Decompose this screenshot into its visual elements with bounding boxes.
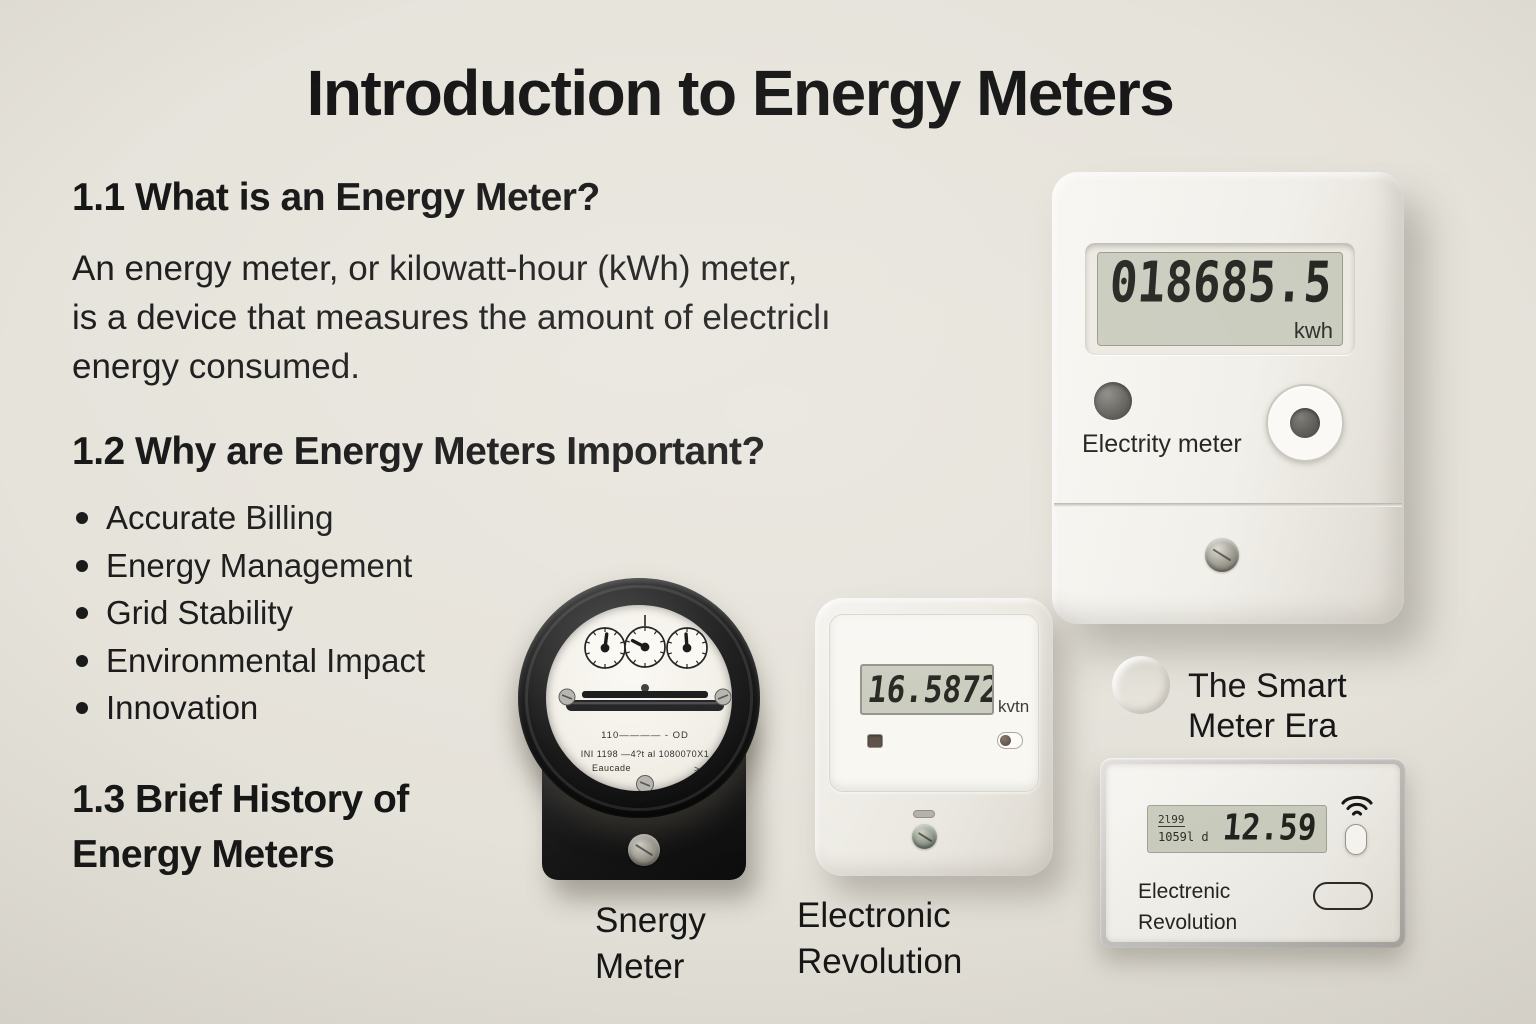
register-dial-2 [624, 615, 666, 668]
caption-line-2: Meter [595, 947, 685, 986]
analog-meter-dial-face: 110———— - OD INI 1198 —4?t al 1080070X1 … [546, 605, 732, 791]
dial-needle [630, 638, 650, 652]
caption-line-1: Electronic [797, 896, 951, 935]
nameplate-mark: > [694, 764, 699, 774]
list-item: Accurate Billing [70, 494, 425, 542]
lcd-screen: 018685.5 kwh [1097, 252, 1343, 346]
heading-line-2: Energy Meters [72, 833, 335, 876]
wifi-icon [1341, 795, 1373, 816]
unit-label: kvtn [998, 697, 1030, 716]
section-1-1-body: An energy meter, or kilowatt-hour (kWh) … [72, 244, 831, 391]
disc-slot-lower [566, 700, 724, 711]
meter-reading: 16.5872 [865, 668, 994, 712]
electronic-meter: 16.5872 kvtn [815, 598, 1053, 876]
smart-meter-era-caption: The Smart Meter Era [1188, 666, 1347, 746]
button-dot [1290, 408, 1320, 438]
indicator-dot [1000, 735, 1011, 746]
kwh-unit-label: kwh [1293, 318, 1333, 343]
section-1-1-heading: 1.1 What is an Energy Meter? [72, 176, 600, 219]
embossed-circle-decoration [1112, 656, 1170, 714]
section-1-2-heading: 1.2 Why are Energy Meters Important? [72, 430, 765, 473]
case-seam [1054, 503, 1402, 507]
heading-line-1: 1.3 Brief History of [72, 778, 409, 821]
meter-reading: 12.59 [1220, 807, 1318, 849]
electronic-meter-caption: Electronic Revolution [797, 893, 962, 985]
smart-meter: 2l99 1059l d 12.59 Electrenic Revolution [1100, 758, 1406, 948]
case-latch [913, 810, 935, 818]
caption-line-1: The Smart [1188, 667, 1347, 705]
dial-needle [600, 632, 610, 653]
smart-meter-face: 2l99 1059l d 12.59 Electrenic Revolution [1106, 764, 1400, 942]
disc-slot-upper [582, 691, 708, 698]
importance-list: Accurate Billing Energy Management Grid … [70, 494, 425, 732]
lcd-info-line-2: 1059l d [1158, 830, 1209, 844]
dial-needle [682, 632, 692, 653]
body-line-2: is a device that measures the amount of … [72, 298, 831, 337]
dial-face-graphics: 110———— - OD INI 1198 —4?t al 1080070X1 … [558, 615, 732, 791]
section-1-3-heading: 1.3 Brief History of Energy Meters [72, 772, 409, 882]
face-label-line-2: Revolution [1138, 911, 1238, 934]
screw-icon [628, 834, 660, 866]
oval-button [1345, 824, 1367, 855]
front-panel: 16.5872 kvtn [829, 614, 1039, 792]
face-label-line-1: Electrenic [1138, 880, 1231, 903]
meter-push-button [1266, 384, 1344, 462]
kwh-reading: 018685.5 [1108, 252, 1335, 315]
register-dial-3 [666, 627, 708, 669]
register-dial-1 [584, 627, 626, 669]
list-item: Environmental Impact [70, 637, 425, 685]
indicator-window [867, 734, 883, 748]
lcd-screen: 16.5872 [860, 664, 994, 715]
lcd-screen: 2l99 1059l d 12.59 [1147, 805, 1327, 853]
page-title: Introduction to Energy Meters [306, 57, 1175, 129]
list-item: Grid Stability [70, 589, 425, 637]
pill-button [1313, 882, 1373, 910]
body-line-3: energy consumed. [72, 347, 360, 386]
lcd-info-line-1: 2l99 [1158, 813, 1185, 827]
screw-icon [912, 824, 937, 849]
nameplate-line-3: Eaucade [592, 763, 631, 773]
caption-line-2: Revolution [797, 942, 963, 981]
body-line-1: An energy meter, or kilowatt-hour (kWh) … [72, 249, 798, 288]
led-indicator [1094, 382, 1132, 420]
nameplate-line-2: INI 1198 —4?t al 1080070X1 [581, 749, 709, 759]
list-item: Energy Management [70, 542, 425, 590]
list-item: Innovation [70, 684, 425, 732]
analog-meter-caption: Snergy Meter [595, 898, 706, 990]
screw-icon [1205, 538, 1239, 572]
smart-meter-face-label: Electrenic Revolution [1138, 876, 1237, 938]
nameplate-line-1: 110———— - OD [601, 730, 689, 741]
caption-line-1: Snergy [595, 901, 706, 940]
caption-line-2: Meter Era [1188, 707, 1338, 745]
digital-electricity-meter: 018685.5 kwh Electrity meter [1052, 172, 1404, 624]
lcd-frame: 018685.5 kwh [1085, 243, 1355, 355]
disc-highlight [572, 702, 718, 705]
device-label: Electrity meter [1082, 430, 1242, 458]
analog-meter-bezel: 110———— - OD INI 1198 —4?t al 1080070X1 … [518, 578, 760, 818]
led-indicator [997, 732, 1023, 749]
disc-pin [641, 684, 649, 692]
